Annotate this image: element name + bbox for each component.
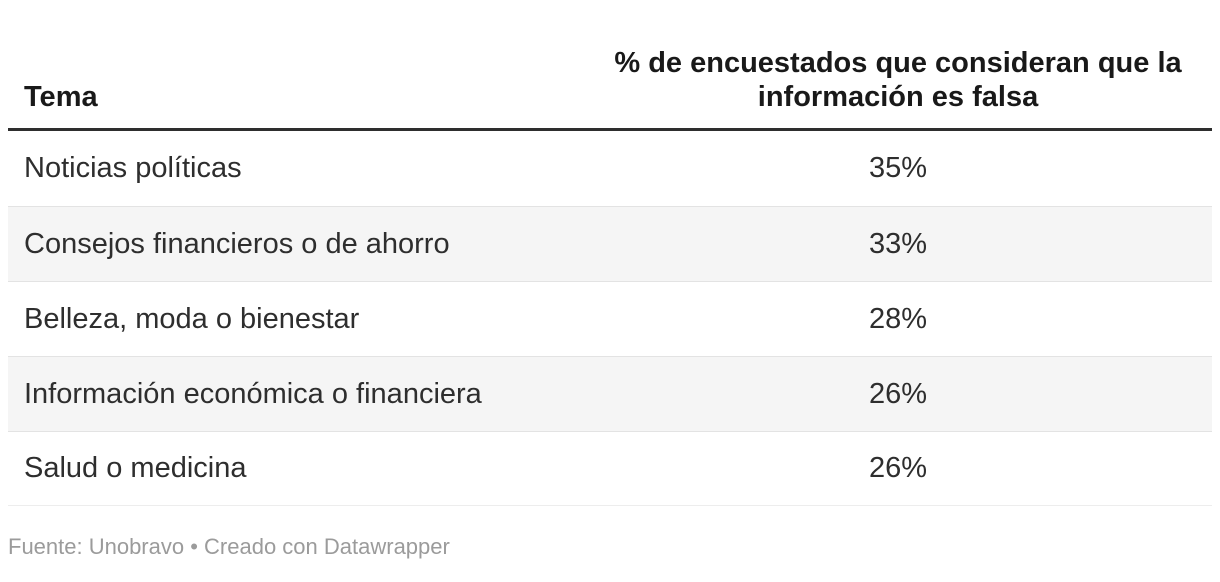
table-row: Información económica o financiera 26% (8, 356, 1212, 431)
table-header-row: Tema % de encuestados que consideran que… (8, 0, 1212, 131)
data-table: Tema % de encuestados que consideran que… (8, 0, 1212, 506)
row-value: 35% (868, 152, 928, 184)
column-header-percentage: % de encuestados que consideran que la i… (614, 47, 1182, 113)
column-header-tema: Tema (24, 81, 98, 113)
table-row: Consejos financieros o de ahorro 33% (8, 206, 1212, 281)
row-value: 26% (868, 377, 928, 410)
table-row: Salud o medicina 26% (8, 431, 1212, 506)
row-value: 28% (868, 302, 928, 335)
row-label: Belleza, moda o bienestar (24, 302, 360, 335)
row-label: Consejos financieros o de ahorro (24, 227, 450, 260)
row-label: Noticias políticas (24, 152, 242, 184)
table-row: Noticias políticas 35% (8, 131, 1212, 206)
table-row: Belleza, moda o bienestar 28% (8, 281, 1212, 356)
row-value: 33% (868, 227, 928, 260)
row-value: 26% (868, 452, 928, 484)
attribution-footer: Fuente: Unobravo • Creado con Datawrappe… (8, 534, 450, 559)
row-label: Información económica o financiera (24, 377, 482, 410)
row-label: Salud o medicina (24, 452, 247, 484)
